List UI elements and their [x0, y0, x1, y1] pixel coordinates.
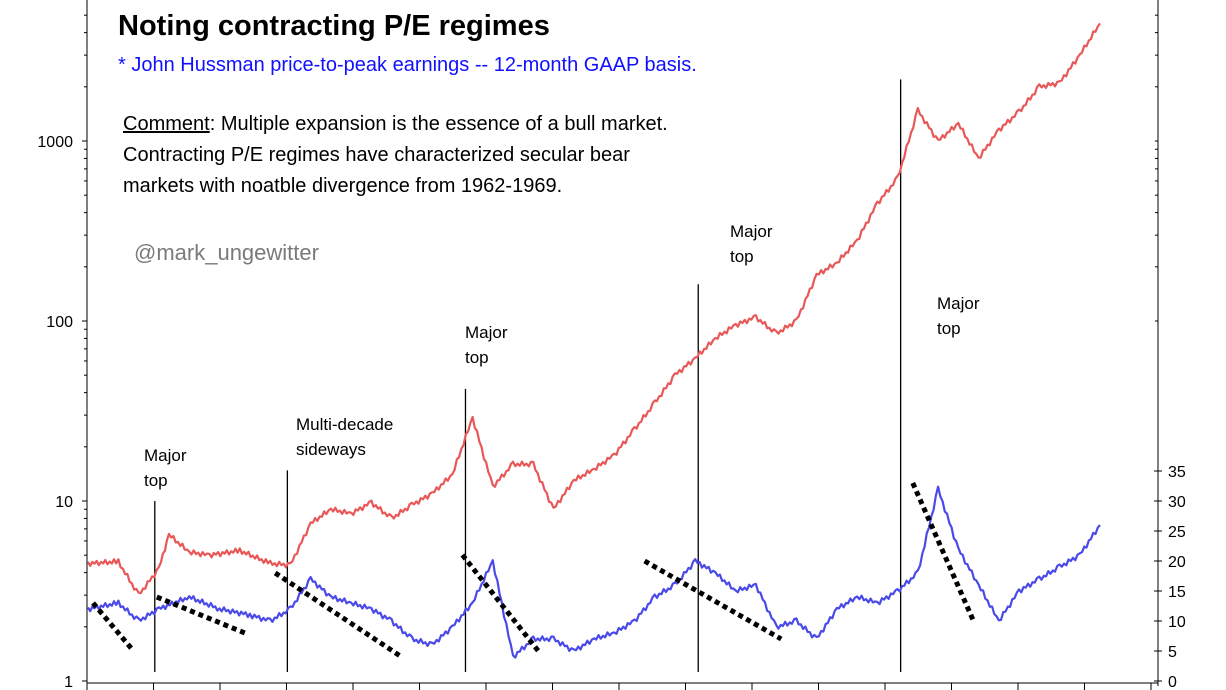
comment-label: Comment — [123, 113, 210, 135]
annotation-major-top-2: Major top — [465, 323, 508, 367]
right-axis-tick-label: 30 — [1168, 494, 1186, 511]
annotation-major-top-4: Major top — [937, 294, 980, 338]
pe-contraction-trendline — [460, 553, 541, 653]
chart-subtitle: * John Hussman price-to-peak earnings --… — [118, 54, 697, 76]
comment-line-3: markets with noatble divergence from 196… — [123, 175, 563, 197]
right-axis-tick-label: 5 — [1168, 644, 1177, 661]
comment-block: Comment: Multiple expansion is the essen… — [123, 109, 668, 202]
pe-contraction-trendline — [155, 594, 246, 636]
annotation-multi-decade-sideways: Multi-decade sideways — [296, 415, 394, 459]
series-layer — [87, 22, 1101, 660]
annotation-major-top-1: Major top — [144, 446, 187, 490]
left-axis-tick-label: 100 — [46, 314, 73, 331]
right-axis-tick-label: 20 — [1168, 554, 1186, 571]
comment-line-1: : Multiple expansion is the essence of a… — [209, 113, 668, 135]
left-axis: 1 10 100 1000 — [37, 0, 88, 690]
right-axis-tick-label: 25 — [1168, 524, 1186, 541]
pe-contraction-trendline — [910, 481, 976, 623]
price-series-line — [87, 22, 1101, 595]
author-handle: @mark_ungewitter — [134, 240, 319, 265]
pe-series-line — [87, 485, 1101, 659]
comment-line-2: Contracting P/E regimes have characteriz… — [123, 144, 630, 166]
annotation-vertical-lines — [154, 79, 902, 672]
pe-contraction-trendline — [273, 570, 404, 660]
right-axis-tick-label: 35 — [1168, 464, 1186, 481]
chart-title: Noting contracting P/E regimes — [118, 10, 550, 42]
x-axis — [86, 682, 1158, 690]
right-axis-tick-label: 10 — [1168, 614, 1186, 631]
pe-contraction-trendline — [91, 601, 136, 653]
annotation-major-top-3: Major top — [730, 222, 773, 266]
left-axis-tick-label: 1 — [64, 674, 73, 690]
left-axis-tick-label: 1000 — [37, 134, 73, 151]
left-axis-tick-label: 10 — [55, 494, 73, 511]
right-axis-tick-label: 0 — [1168, 674, 1177, 690]
right-axis: 0 5 10 15 20 25 30 35 — [1154, 0, 1186, 690]
right-axis-tick-label: 15 — [1168, 584, 1186, 601]
pe-contraction-trendline — [643, 558, 783, 642]
